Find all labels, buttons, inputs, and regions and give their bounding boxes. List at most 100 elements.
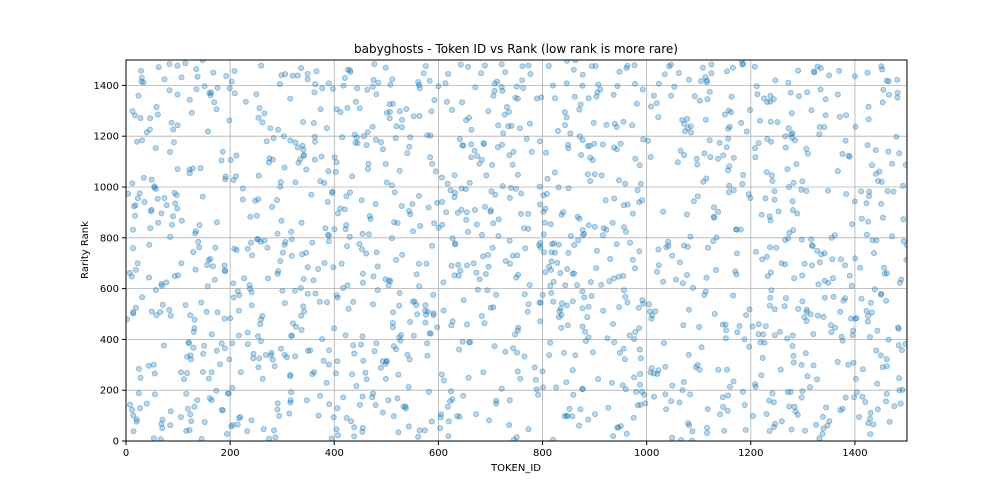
scatter-point	[331, 226, 338, 233]
scatter-point	[636, 325, 643, 332]
scatter-point	[798, 394, 805, 401]
scatter-point	[588, 63, 595, 70]
scatter-point	[867, 415, 874, 422]
scatter-point	[185, 339, 192, 346]
scatter-point	[868, 309, 875, 316]
scatter-point	[523, 135, 530, 142]
scatter-point	[514, 171, 521, 178]
scatter-point	[127, 401, 134, 408]
scatter-point	[594, 89, 601, 96]
scatter-point	[733, 271, 740, 278]
scatter-point	[726, 163, 733, 170]
scatter-point	[741, 336, 748, 343]
scatter-point	[126, 190, 132, 197]
scatter-point	[889, 160, 896, 167]
scatter-point	[810, 362, 817, 369]
scatter-point	[798, 236, 805, 243]
scatter-point	[733, 226, 740, 233]
scatter-point	[138, 74, 145, 81]
scatter-point	[373, 91, 380, 98]
scatter-point	[842, 295, 849, 302]
scatter-point	[698, 78, 705, 85]
scatter-point	[539, 291, 546, 298]
scatter-point	[425, 388, 432, 395]
scatter-point	[648, 315, 655, 322]
scatter-point	[631, 374, 638, 381]
scatter-point	[874, 380, 881, 387]
scatter-point	[772, 77, 779, 84]
scatter-point	[634, 187, 641, 194]
scatter-point	[711, 214, 718, 221]
scatter-point	[270, 135, 277, 142]
scatter-point	[274, 400, 281, 407]
scatter-point	[435, 224, 442, 231]
scatter-point	[224, 390, 231, 397]
scatter-point	[554, 259, 561, 266]
scatter-point	[322, 225, 329, 232]
scatter-point	[759, 354, 766, 361]
scatter-point	[226, 117, 233, 124]
scatter-point	[741, 401, 748, 408]
data-points	[126, 60, 907, 441]
scatter-point	[465, 114, 472, 121]
scatter-point	[850, 327, 857, 334]
scatter-point	[846, 272, 853, 279]
scatter-point	[221, 262, 228, 269]
scatter-point	[234, 421, 241, 428]
scatter-point	[689, 428, 696, 435]
scatter-point	[639, 197, 646, 204]
scatter-point	[222, 173, 229, 180]
scatter-point	[393, 123, 400, 130]
scatter-point	[873, 237, 880, 244]
scatter-point	[147, 115, 154, 122]
scatter-point	[524, 308, 531, 315]
scatter-point	[512, 331, 519, 338]
scatter-point	[329, 85, 336, 92]
scatter-point	[260, 426, 267, 433]
scatter-point	[757, 117, 764, 124]
scatter-point	[167, 312, 174, 319]
scatter-point	[255, 333, 262, 340]
scatter-point	[547, 339, 554, 346]
scatter-point	[311, 89, 318, 96]
scatter-point	[170, 139, 177, 146]
scatter-point	[620, 118, 627, 125]
scatter-point	[256, 105, 263, 112]
scatter-point	[460, 392, 467, 399]
scatter-point	[432, 168, 439, 175]
scatter-point	[662, 363, 669, 370]
scatter-point	[427, 132, 434, 139]
scatter-point	[566, 405, 573, 412]
scatter-point	[155, 64, 162, 71]
scatter-point	[563, 114, 570, 121]
scatter-point	[816, 124, 823, 131]
scatter-point	[315, 265, 322, 272]
scatter-point	[364, 86, 371, 93]
scatter-point	[211, 99, 218, 106]
scatter-point	[478, 231, 485, 238]
scatter-point	[881, 264, 888, 271]
scatter-point	[209, 263, 216, 270]
scatter-point	[463, 321, 470, 328]
scatter-point	[438, 411, 445, 418]
scatter-point	[552, 249, 559, 256]
scatter-point	[863, 231, 870, 238]
scatter-point	[843, 112, 850, 119]
scatter-point	[581, 230, 588, 237]
scatter-point	[554, 127, 561, 134]
scatter-point	[451, 189, 458, 196]
scatter-point	[867, 431, 874, 438]
scatter-point	[425, 204, 432, 211]
scatter-point	[804, 150, 811, 157]
scatter-point	[350, 298, 357, 305]
scatter-point	[770, 423, 777, 430]
scatter-point	[208, 369, 215, 376]
scatter-point	[669, 434, 676, 441]
scatter-point	[398, 116, 405, 123]
scatter-point	[863, 307, 870, 314]
scatter-point	[298, 65, 305, 72]
scatter-point	[807, 384, 814, 391]
scatter-point	[279, 249, 286, 256]
scatter-point	[567, 130, 574, 137]
scatter-point	[894, 94, 901, 101]
